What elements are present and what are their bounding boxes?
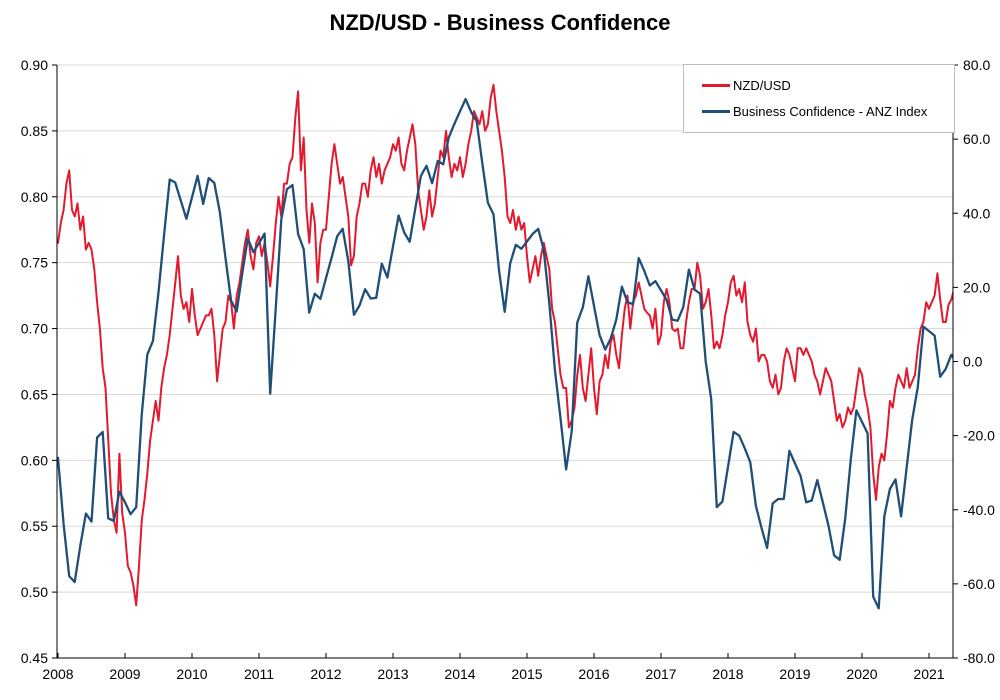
right-axis-tick-label: 0.0 (963, 354, 983, 370)
right-axis-tick-label: 60.0 (963, 131, 990, 147)
left-axis-tick-label: 0.45 (21, 650, 48, 666)
nzdusd-line (57, 83, 953, 607)
left-axis-tick-label: 0.75 (21, 255, 48, 271)
right-axis-tick-label: 20.0 (963, 279, 990, 295)
right-axis-tick-label: 80.0 (963, 57, 990, 73)
x-axis-tick-label: 2017 (645, 666, 676, 682)
right-axis-tick-label: -80.0 (963, 650, 995, 666)
legend: NZD/USD Business Confidence - ANZ Index (683, 64, 955, 133)
right-axis-tick-label: -20.0 (963, 428, 995, 444)
right-axis-tick-label: -60.0 (963, 576, 995, 592)
x-axis-tick-label: 2020 (846, 666, 877, 682)
legend-item-business-confidence: Business Confidence - ANZ Index (702, 105, 954, 118)
left-axis-tick-label: 0.70 (21, 321, 48, 337)
x-axis-tick-label: 2013 (377, 666, 408, 682)
left-axis-tick-label: 0.65 (21, 386, 48, 402)
x-axis-tick-label: 2009 (109, 666, 140, 682)
x-axis-tick-label: 2018 (712, 666, 743, 682)
left-axis-tick-label: 0.50 (21, 584, 48, 600)
right-axis-tick-label: -40.0 (963, 502, 995, 518)
left-axis-tick-label: 0.55 (21, 518, 48, 534)
chart-title: NZD/USD - Business Confidence (329, 10, 671, 35)
left-axis-tick-label: 0.80 (21, 189, 48, 205)
legend-label-business-confidence: Business Confidence - ANZ Index (733, 104, 928, 120)
business-confidence-line (57, 97, 953, 610)
legend-item-nzdusd: NZD/USD (702, 79, 954, 92)
x-axis-tick-label: 2010 (176, 666, 207, 682)
left-axis-tick-label: 0.85 (21, 123, 48, 139)
x-axis-tick-label: 2021 (913, 666, 944, 682)
x-axis-tick-label: 2019 (779, 666, 810, 682)
x-axis-tick-label: 2014 (444, 666, 475, 682)
left-axis-tick-label: 0.60 (21, 452, 48, 468)
business-confidence-line-swatch (702, 110, 730, 114)
x-axis-tick-label: 2016 (578, 666, 609, 682)
nzdusd-line-swatch (702, 83, 730, 87)
x-axis-tick-label: 2008 (42, 666, 73, 682)
right-axis-tick-label: 40.0 (963, 205, 990, 221)
x-axis-tick-label: 2011 (244, 666, 274, 682)
legend-label-nzdusd: NZD/USD (733, 77, 791, 93)
x-axis-tick-label: 2012 (310, 666, 341, 682)
x-axis-tick-label: 2015 (511, 666, 542, 682)
left-axis-tick-label: 0.90 (21, 57, 48, 73)
